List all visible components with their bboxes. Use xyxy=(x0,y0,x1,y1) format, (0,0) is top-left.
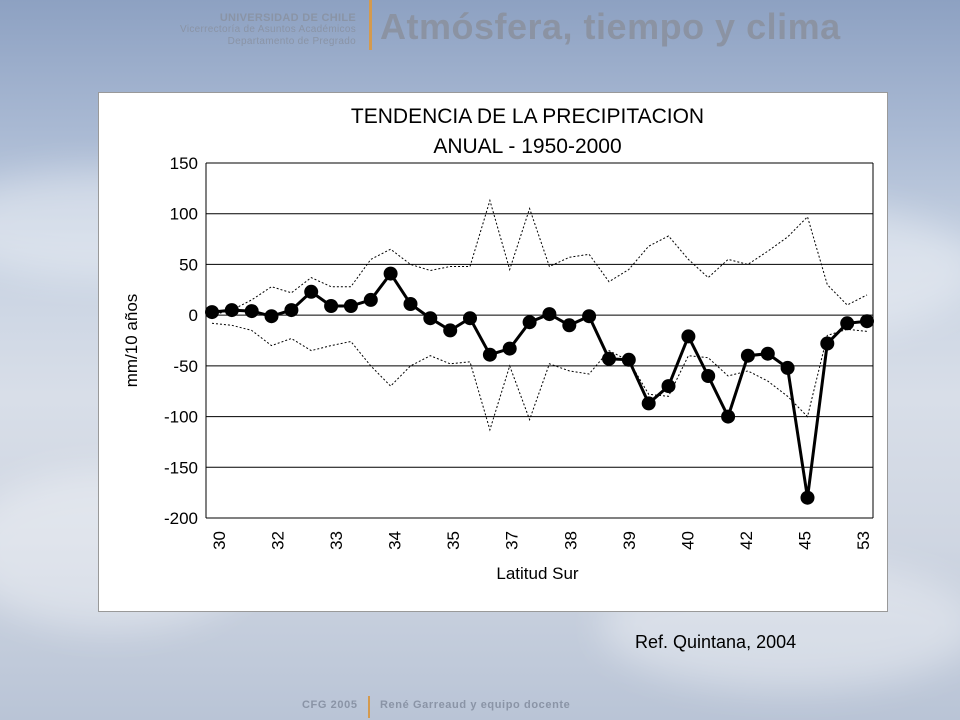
x-tick-label: 32 xyxy=(269,531,288,550)
trend-point xyxy=(403,297,418,311)
y-tick-label: -100 xyxy=(164,408,198,427)
x-tick-label: 35 xyxy=(444,531,463,550)
trend-point xyxy=(840,316,855,331)
y-tick-label: 100 xyxy=(170,205,198,224)
x-axis-label: Latitud Sur xyxy=(496,564,579,583)
x-tick-label: 37 xyxy=(503,531,522,550)
chart-title-line1: TENDENCIA DE LA PRECIPITACION xyxy=(351,105,704,128)
trend-point xyxy=(284,303,299,318)
y-axis-label: mm/10 años xyxy=(122,294,141,388)
university-name: UNIVERSIDAD DE CHILE xyxy=(219,12,356,24)
y-tick-label: -150 xyxy=(164,458,198,477)
header-divider xyxy=(369,0,372,50)
y-tick-label: 150 xyxy=(170,154,198,173)
trend-point xyxy=(522,315,537,330)
footer-authors: René Garreaud y equipo docente xyxy=(380,699,571,711)
reference-text: Ref. Quintana, 2004 xyxy=(635,632,797,652)
trend-point xyxy=(860,314,874,329)
precipitation-trend-chart: TENDENCIA DE LA PRECIPITACION ANUAL - 195… xyxy=(122,105,874,583)
trend-point xyxy=(740,348,755,363)
trend-point xyxy=(701,369,716,383)
trend-point xyxy=(602,351,616,366)
y-tick-label: 0 xyxy=(189,306,198,325)
trend-point xyxy=(760,346,775,361)
x-tick-label: 40 xyxy=(678,531,697,550)
trend-point xyxy=(780,360,795,375)
trend-point xyxy=(383,266,398,281)
trend-point xyxy=(205,305,219,320)
trend-point xyxy=(721,409,736,424)
trend-point xyxy=(582,309,597,324)
trend-point xyxy=(661,379,676,394)
x-tick-label: 38 xyxy=(561,531,580,550)
trend-point xyxy=(641,396,656,411)
trend-point xyxy=(502,341,517,356)
trend-point xyxy=(304,284,319,299)
x-tick-label: 53 xyxy=(854,531,873,550)
trend-point xyxy=(244,304,259,319)
trend-point xyxy=(681,329,696,344)
trend-point xyxy=(621,352,636,367)
confidence-bound-line xyxy=(211,322,868,432)
chart-panel: TENDENCIA DE LA PRECIPITACION ANUAL - 195… xyxy=(98,92,888,612)
department-label: Departamento de Pregrado xyxy=(227,36,356,47)
y-tick-label: 50 xyxy=(179,255,198,274)
chart-title-line2: ANUAL - 1950-2000 xyxy=(433,135,621,158)
x-tick-label: 45 xyxy=(795,531,814,550)
footer-course: CFG 2005 xyxy=(302,699,358,711)
trend-point xyxy=(343,299,358,313)
y-tick-label: -200 xyxy=(164,509,198,528)
x-tick-label: 30 xyxy=(210,531,229,550)
x-tick-label: 34 xyxy=(386,531,405,550)
trend-point xyxy=(800,490,815,505)
trend-point xyxy=(463,311,477,326)
course-title: Atmósfera, tiempo y clima xyxy=(380,6,841,47)
trend-point xyxy=(542,307,557,322)
trend-line xyxy=(211,270,868,498)
x-tick-label: 33 xyxy=(327,531,346,550)
x-tick-label: 39 xyxy=(620,531,639,550)
trend-point xyxy=(423,311,438,326)
trend-point xyxy=(264,309,279,324)
x-tick-label: 42 xyxy=(737,531,756,550)
trend-point xyxy=(363,292,378,307)
footer-divider xyxy=(368,696,370,718)
trend-point xyxy=(482,347,497,362)
trend-point xyxy=(224,303,239,318)
trend-point xyxy=(562,318,577,333)
y-tick-label: -50 xyxy=(173,357,198,376)
trend-point xyxy=(324,299,339,313)
trend-point xyxy=(820,336,835,351)
vicerrectoria-label: Vicerrectoría de Asuntos Académicos xyxy=(180,24,356,35)
trend-point xyxy=(443,323,458,338)
institution-header: UNIVERSIDAD DE CHILE Vicerrectoría de As… xyxy=(150,12,356,48)
